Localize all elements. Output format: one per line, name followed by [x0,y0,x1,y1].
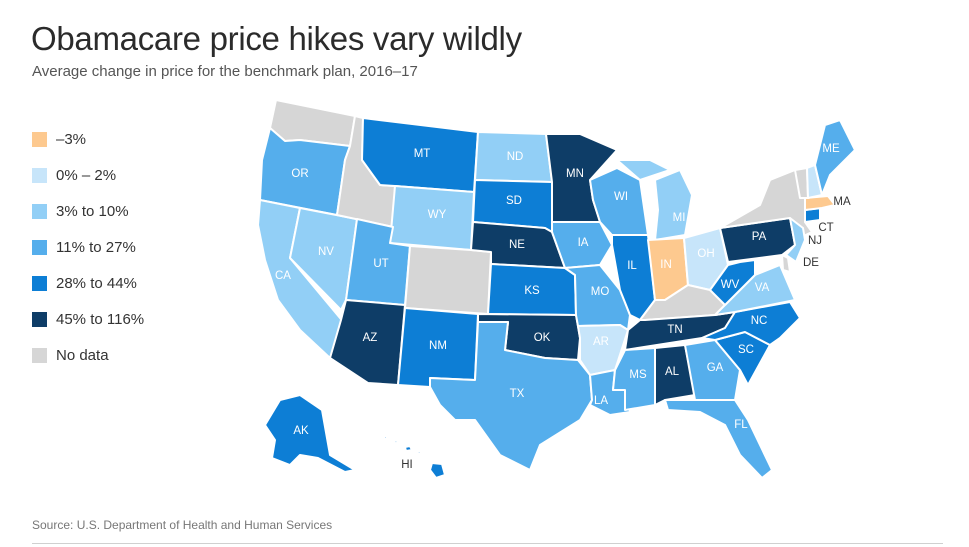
legend-swatch [32,239,47,255]
legend-item: No data [32,337,144,373]
label-al: AL [665,366,680,378]
legend-item: 3% to 10% [32,193,144,229]
label-tn: TN [667,324,682,336]
state-nj[interactable] [785,217,806,263]
label-mt: MT [414,148,431,160]
legend-label: No data [56,346,109,364]
label-nm: NM [429,340,447,352]
legend-item: 45% to 116% [32,301,144,337]
label-fl: FL [734,419,748,431]
label-il: IL [627,260,637,272]
state-ak[interactable] [264,394,356,473]
label-ms: MS [629,369,647,381]
legend-swatch [32,347,47,363]
state-de[interactable] [781,254,791,273]
legend-label: 3% to 10% [56,202,129,220]
legend-label: 28% to 44% [56,274,137,292]
source-note: Source: U.S. Department of Health and Hu… [32,518,333,532]
state-wv[interactable] [709,259,756,306]
label-ga: GA [707,362,724,374]
chart-subtitle: Average change in price for the benchmar… [32,63,418,80]
label-ct: CT [818,222,833,234]
label-ak: AK [293,425,309,437]
state-fl[interactable] [664,399,773,479]
state-nc[interactable] [701,301,801,346]
legend-item: 11% to 27% [32,229,144,265]
label-ne: NE [509,239,525,251]
legend-label: 45% to 116% [56,310,145,328]
legend-item: –3% [32,121,144,157]
label-tx: TX [510,388,525,400]
state-tx[interactable] [429,321,593,471]
label-sd: SD [506,195,522,207]
footer-divider [32,543,943,544]
legend-swatch [32,203,47,219]
label-pa: PA [752,231,767,243]
label-nj: NJ [808,235,822,247]
label-oh: OH [697,248,714,260]
label-la: LA [594,395,608,407]
legend-label: 11% to 27% [56,238,136,256]
label-mo: MO [591,286,610,298]
label-az: AZ [363,332,378,344]
legend-swatch [32,131,47,147]
label-wi: WI [614,191,628,203]
state-hi[interactable] [382,434,446,479]
state-shapes [257,99,856,479]
state-mi[interactable] [616,159,693,241]
label-wv: WV [721,279,740,291]
state-labels: OR CA NV MT WY UT AZ NM ND SD NE KS OK T… [275,143,851,471]
label-de: DE [803,257,819,269]
label-hi: HI [401,459,413,471]
legend-swatch [32,311,47,327]
legend-label: –3% [56,130,87,148]
state-co[interactable] [404,245,492,315]
legend-item: 28% to 44% [32,265,144,301]
label-wy: WY [428,209,447,221]
legend-swatch [32,275,47,291]
label-sc: SC [738,344,754,356]
label-ia: IA [578,237,589,249]
label-me: ME [822,143,840,155]
label-in: IN [660,259,672,271]
legend: –3% 0% – 2% 3% to 10% 11% to 27% 28% to 44% 4… [32,121,144,373]
label-ut: UT [373,258,388,270]
legend-label: 0% – 2% [56,166,117,184]
chart-title: Obamacare price hikes vary wildly [31,20,522,57]
label-mi: MI [673,212,686,224]
label-nd: ND [507,151,524,163]
label-va: VA [755,282,770,294]
label-mn: MN [566,168,584,180]
state-al[interactable] [654,344,696,406]
state-me[interactable] [814,119,856,196]
label-ar: AR [593,336,609,348]
label-ca: CA [275,270,291,282]
label-or: OR [291,168,308,180]
label-ok: OK [534,332,551,344]
state-ma[interactable] [804,195,836,211]
label-nc: NC [751,315,768,327]
label-nv: NV [318,246,334,258]
label-ks: KS [524,285,540,297]
legend-swatch [32,167,47,183]
legend-item: 0% – 2% [32,157,144,193]
label-ma: MA [833,196,851,208]
